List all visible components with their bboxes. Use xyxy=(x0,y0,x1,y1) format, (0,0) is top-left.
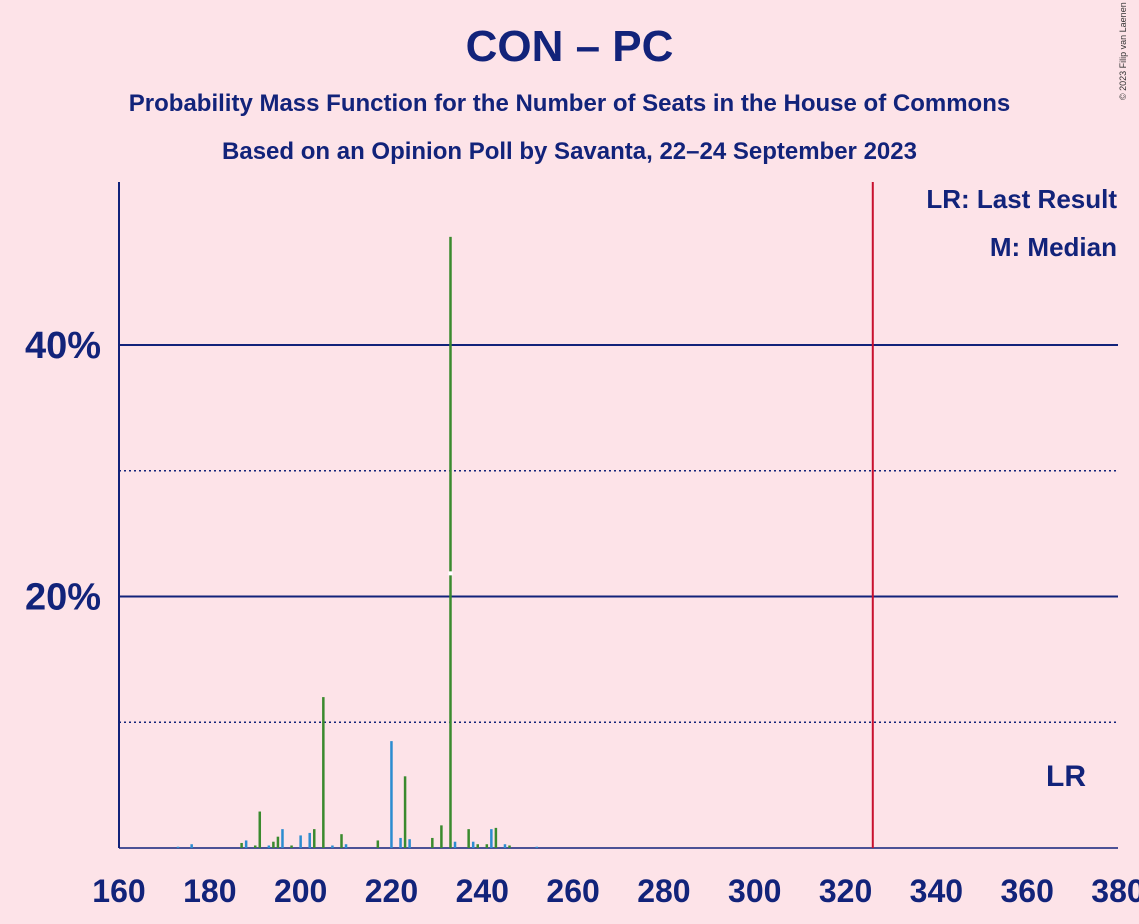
bar xyxy=(308,832,311,848)
bar xyxy=(340,834,343,848)
bar xyxy=(299,835,302,848)
bar xyxy=(476,844,479,848)
bar xyxy=(313,829,316,848)
bar xyxy=(267,845,271,848)
x-tick-label: 340 xyxy=(910,873,963,909)
bar xyxy=(240,842,243,848)
bar xyxy=(503,844,507,848)
bar xyxy=(453,841,457,848)
bar xyxy=(535,846,539,848)
x-tick-label: 360 xyxy=(1000,873,1053,909)
x-tick-label: 260 xyxy=(546,873,599,909)
y-tick-label: 40% xyxy=(25,325,101,367)
bar xyxy=(494,827,498,848)
bar xyxy=(190,844,193,848)
bar xyxy=(408,839,411,848)
bar xyxy=(403,776,407,848)
x-tick-label: 240 xyxy=(456,873,509,909)
bar xyxy=(471,841,475,848)
bar xyxy=(253,845,257,848)
x-tick-label: 160 xyxy=(92,873,145,909)
x-tick-label: 380 xyxy=(1091,873,1139,909)
bar xyxy=(331,845,334,848)
bar xyxy=(490,829,493,848)
bar xyxy=(485,844,489,848)
bar xyxy=(290,845,293,848)
x-tick-label: 220 xyxy=(365,873,418,909)
bar xyxy=(276,836,280,848)
bar xyxy=(508,845,511,848)
bar xyxy=(272,841,275,848)
bar xyxy=(281,829,284,848)
bar xyxy=(390,741,393,848)
chart-title: CON – PC xyxy=(465,22,674,71)
bar xyxy=(376,840,380,848)
bar xyxy=(322,697,325,848)
bar xyxy=(244,840,248,848)
x-tick-label: 300 xyxy=(728,873,781,909)
x-tick-label: 200 xyxy=(274,873,327,909)
bar xyxy=(449,236,452,849)
legend-last-result: LR: Last Result xyxy=(926,184,1117,214)
y-tick-label: 20% xyxy=(25,577,101,619)
bar xyxy=(258,811,262,848)
x-tick-label: 280 xyxy=(637,873,690,909)
chart-subtitle: Probability Mass Function for the Number… xyxy=(128,90,1011,117)
x-tick-label: 180 xyxy=(183,873,236,909)
median-marker xyxy=(448,571,453,576)
bar xyxy=(344,844,348,848)
bar xyxy=(176,846,180,848)
x-tick-label: 320 xyxy=(819,873,872,909)
legend-median: M: Median xyxy=(989,232,1117,262)
chart-source-line: Based on an Opinion Poll by Savanta, 22–… xyxy=(222,138,917,165)
bar xyxy=(431,837,434,848)
bar xyxy=(399,837,402,848)
last-result-label: LR xyxy=(1046,760,1086,793)
bar xyxy=(440,825,443,848)
bar xyxy=(467,829,470,848)
